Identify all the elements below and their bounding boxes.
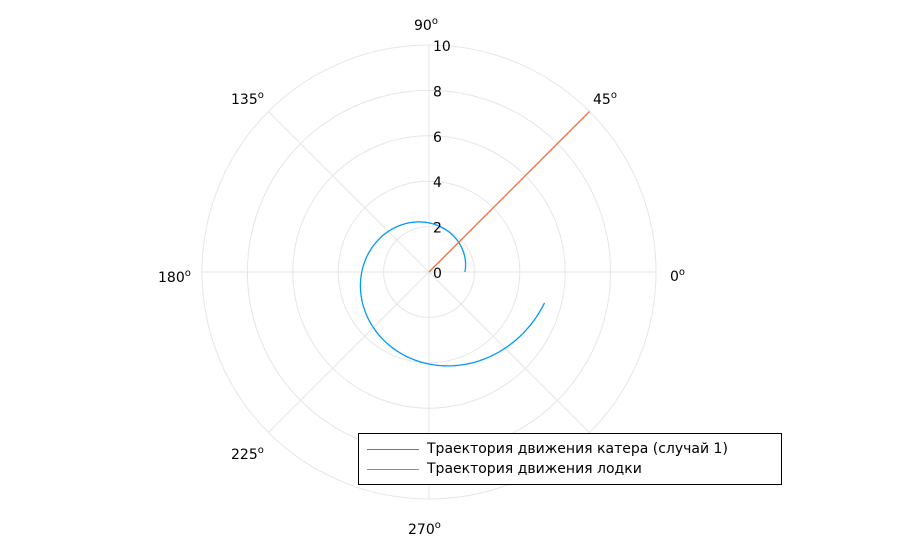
legend-swatch-kater [367, 448, 419, 450]
grid-spoke-315 [428, 271, 590, 433]
legend-label-lodka: Траектория движения лодки [427, 461, 642, 477]
r-tick-label: 0 [433, 266, 442, 282]
grid-ring-6 [292, 135, 566, 409]
legend-item-lodka: Траектория движения лодки [367, 459, 642, 479]
legend-swatch-lodka [367, 468, 419, 470]
r-tick-label: 2 [433, 221, 442, 237]
theta-tick-label-135: 135o [231, 90, 264, 108]
theta-tick-label-225: 225o [231, 445, 264, 463]
r-tick-label: 10 [433, 39, 451, 55]
legend-label-kater: Траектория движения катера (случай 1) [427, 441, 728, 457]
legend: Траектория движения катера (случай 1) Тр… [358, 433, 782, 485]
r-tick-label: 4 [433, 175, 442, 191]
grid-spoke-225 [268, 271, 430, 433]
theta-tick-label-45: 45o [593, 90, 617, 108]
r-tick-label: 6 [433, 130, 442, 146]
grid-ring-2 [383, 226, 475, 318]
axis-labels: 0 2 4 6 8 10 0o 45o 90o 135o 180o 225o 270o [158, 16, 685, 538]
theta-tick-label-270: 270o [408, 520, 441, 538]
theta-tick-label-180: 180o [158, 268, 191, 286]
grid-ring-4 [337, 180, 521, 364]
theta-tick-label-90: 90o [414, 16, 438, 34]
theta-tick-label-0: 0o [670, 267, 685, 285]
grid-ring-10 [201, 44, 657, 500]
legend-item-kater: Траектория движения катера (случай 1) [367, 439, 728, 459]
series-line-lodka [428, 46, 655, 273]
r-tick-label: 8 [433, 84, 442, 100]
series-line-kater [359, 221, 546, 367]
grid-spoke-135 [268, 111, 430, 273]
